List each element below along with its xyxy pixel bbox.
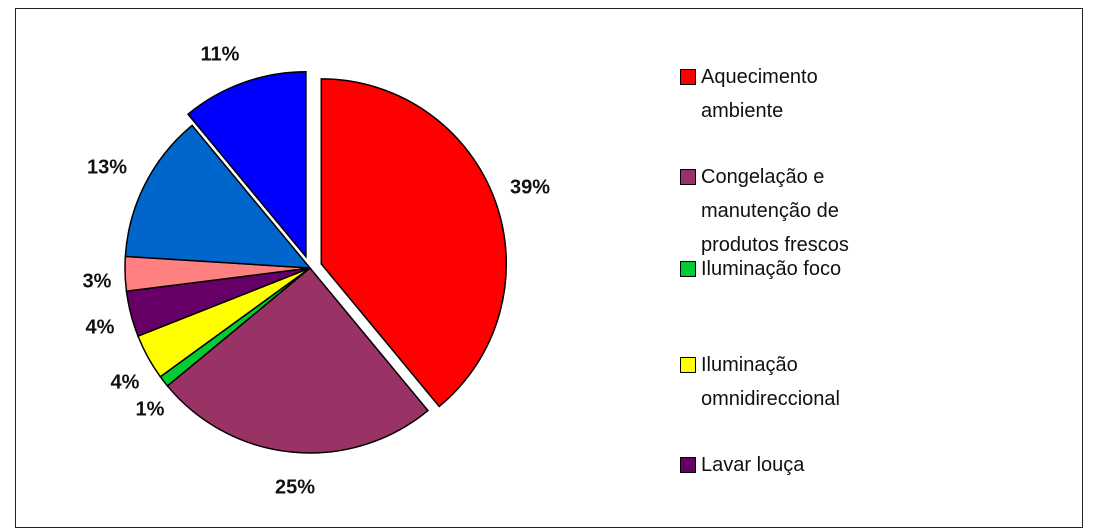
legend-item: Iluminação omnidireccional [680, 348, 881, 416]
legend-item: Lavar louça [680, 448, 881, 482]
pie-slice [186, 70, 307, 259]
legend-label: Congelação e manutenção de produtos fres… [701, 166, 849, 256]
legend-item: Iluminação foco [680, 252, 881, 286]
legend-swatch [680, 357, 696, 373]
slice-label: 4% [86, 316, 115, 338]
legend-label: Lavar louça [701, 454, 805, 476]
slice-label: 1% [136, 398, 165, 420]
legend-swatch [680, 261, 696, 277]
slice-label: 25% [275, 476, 315, 498]
pie-slice [124, 124, 312, 269]
legend-swatch [680, 457, 696, 473]
legend-swatch [680, 69, 696, 85]
pie-slice [320, 78, 507, 408]
pie-slice [166, 266, 429, 454]
legend-item: Congelação e manutenção de produtos fres… [680, 160, 881, 262]
slice-label: 39% [510, 176, 550, 198]
slice-label: 3% [83, 270, 112, 292]
legend-label: Aquecimento ambiente [701, 66, 818, 122]
legend-label: Iluminação omnidireccional [701, 354, 840, 410]
slice-label: 4% [111, 371, 140, 393]
legend-label: Iluminação foco [701, 258, 842, 280]
legend-item: Aquecimento ambiente [680, 60, 881, 128]
slice-label: 11% [201, 43, 240, 65]
legend-swatch [680, 169, 696, 185]
slice-label: 13% [87, 156, 127, 178]
